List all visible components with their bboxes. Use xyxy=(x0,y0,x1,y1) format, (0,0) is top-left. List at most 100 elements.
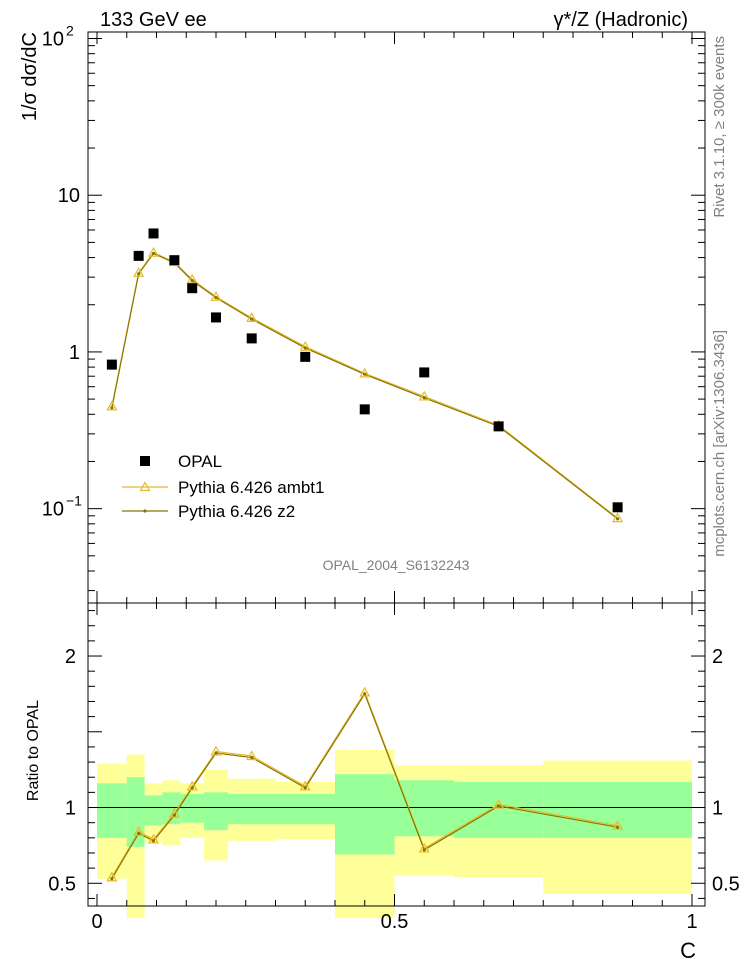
ratio-ambt1-marker xyxy=(106,871,118,882)
ratio-z2-marker xyxy=(190,786,194,790)
z2-marker xyxy=(250,317,254,321)
ratio-z2-marker xyxy=(250,755,254,760)
opal-marker xyxy=(187,283,198,294)
ratio-band-inner xyxy=(204,792,228,831)
x-tick-label: 0 xyxy=(91,911,102,933)
z2-line xyxy=(111,252,618,520)
legend-opal-marker xyxy=(140,456,150,466)
x-tick-label: 1 xyxy=(686,911,697,933)
ratio-ambt1-marker xyxy=(418,842,430,853)
ratio-z2-marker xyxy=(151,839,156,843)
ratio-ambt1-marker xyxy=(299,780,311,791)
opal-marker xyxy=(169,255,180,266)
y-tick-label-exponent: 2 xyxy=(66,22,74,38)
z2-marker xyxy=(137,272,141,276)
ratio-band-inner xyxy=(97,783,127,838)
z2-marker xyxy=(151,251,156,256)
ratio-band-inner xyxy=(162,792,181,825)
legend-ambt1-marker xyxy=(139,481,151,492)
legend-z2-marker xyxy=(143,509,147,513)
ratio-z2-marker xyxy=(110,877,114,881)
y-tick-label: 10 xyxy=(42,28,64,50)
ambt1-marker xyxy=(210,291,222,301)
opal-marker xyxy=(359,404,370,415)
ratio-ambt1-marker xyxy=(359,686,371,697)
opal-marker xyxy=(133,250,144,261)
ratio-ambt1-marker xyxy=(133,826,145,836)
ratio-z2-marker xyxy=(303,786,307,790)
ratio-z2-marker xyxy=(497,804,501,808)
ratio-ambt1-marker xyxy=(246,750,258,761)
main-y-axis-label: 1/σ dσ/dC xyxy=(19,32,41,121)
ratio-y-tick-label-right: 0.5 xyxy=(712,873,740,895)
y-tick-label-exponent: −1 xyxy=(66,493,82,509)
ambt1-marker xyxy=(147,246,160,257)
ratio-y-tick-label-left: 2 xyxy=(65,646,76,668)
ratio-band-inner xyxy=(144,795,163,826)
legend-opal-label: OPAL xyxy=(178,452,222,471)
z2-marker xyxy=(422,396,426,400)
ratio-band-inner xyxy=(180,793,205,823)
legend-z2-label: Pythia 6.426 z2 xyxy=(178,502,295,521)
ratio-band-inner xyxy=(227,793,276,825)
ratio-z2-marker xyxy=(137,831,141,835)
legend-ambt1-label: Pythia 6.426 ambt1 xyxy=(178,478,324,497)
z2-marker xyxy=(616,517,620,521)
ambt1-marker xyxy=(246,312,258,322)
ratio-z2-marker xyxy=(214,751,218,755)
ratio-ambt1-marker xyxy=(186,780,198,791)
z2-marker xyxy=(110,406,114,410)
ratio-frame xyxy=(87,602,706,907)
rivet-text: Rivet 3.1.10, ≥ 300k events xyxy=(711,36,728,218)
ratio-z2-marker xyxy=(172,813,176,817)
ratio-ambt1-marker xyxy=(612,819,624,830)
header-left: 133 GeV ee xyxy=(100,9,207,31)
opal-marker xyxy=(612,502,623,513)
mcplots-text: mcplots.cern.ch [arXiv:1306.3436] xyxy=(711,330,728,557)
ambt1-marker xyxy=(133,267,145,277)
legend: OPAL Pythia 6.426 ambt1 Pythia 6.426 z2 xyxy=(122,452,324,521)
watermark: OPAL_2004_S6132243 xyxy=(323,557,470,573)
x-tick-label: 0.5 xyxy=(381,911,409,933)
ratio-band-inner xyxy=(394,780,454,837)
opal-marker xyxy=(300,351,311,362)
ambt1-marker xyxy=(612,512,624,523)
opal-marker xyxy=(419,367,430,378)
ratio-y-tick-label-right: 1 xyxy=(712,798,723,820)
opal-marker xyxy=(148,228,159,239)
ratio-z2-marker xyxy=(616,825,620,829)
opal-marker xyxy=(211,312,221,323)
ratio-y-tick-label-left: 0.5 xyxy=(48,873,76,895)
ratio-panel: 0 0.5 1 0.5 0.5 1 1 2 2 xyxy=(48,602,740,933)
ratio-y-tick-label-right: 2 xyxy=(712,646,723,668)
x-axis-label: C xyxy=(680,938,696,963)
z2-marker xyxy=(303,346,307,350)
ambt1-marker xyxy=(299,340,311,351)
header-right: γ*/Z (Hadronic) xyxy=(554,9,688,31)
ratio-ambt1-marker xyxy=(147,833,160,844)
ambt1-marker xyxy=(418,390,430,401)
ratio-y-axis-label: Ratio to OPAL xyxy=(25,700,42,801)
ratio-z2-marker xyxy=(363,692,367,696)
ambt1-marker xyxy=(106,400,118,411)
ratio-z2-marker xyxy=(422,848,426,852)
opal-marker xyxy=(106,359,117,370)
y-tick-label: 1 xyxy=(69,342,80,364)
z2-marker xyxy=(214,296,218,300)
ratio-ambt1-marker xyxy=(168,807,180,818)
ratio-ambt1-marker xyxy=(210,745,222,756)
ambt1-marker xyxy=(359,367,371,378)
opal-marker xyxy=(246,333,257,344)
ratio-y-tick-label-left: 1 xyxy=(65,798,76,820)
ratio-band-inner xyxy=(275,793,335,825)
z2-marker xyxy=(363,372,367,376)
z2-marker xyxy=(190,279,194,283)
y-tick-label: 10 xyxy=(58,185,80,207)
opal-marker xyxy=(493,421,504,432)
ratio-band-inner xyxy=(335,774,395,855)
y-tick-label: 10 xyxy=(42,499,64,521)
ratio-ambt1-marker xyxy=(493,798,505,809)
ambt1-marker xyxy=(186,273,198,284)
